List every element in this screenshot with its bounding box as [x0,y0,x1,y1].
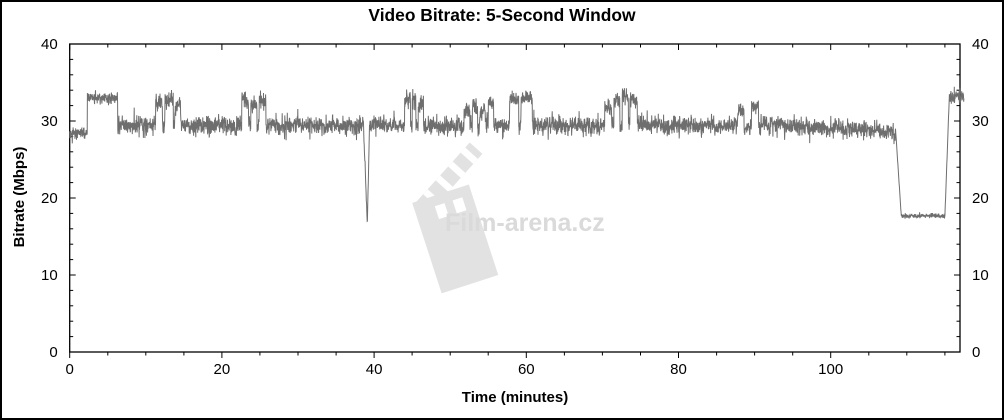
svg-text:80: 80 [670,361,687,378]
svg-text:60: 60 [518,361,535,378]
svg-text:40: 40 [366,361,383,378]
svg-text:20: 20 [972,190,989,207]
svg-text:0: 0 [66,361,74,378]
svg-text:40: 40 [41,36,58,53]
svg-text:Video Bitrate: 5-Second Window: Video Bitrate: 5-Second Window [368,5,636,25]
svg-text:Bitrate (Mbps): Bitrate (Mbps) [11,147,28,248]
svg-text:10: 10 [41,267,58,284]
svg-text:20: 20 [214,361,231,378]
svg-text:0: 0 [972,344,980,361]
svg-text:20: 20 [41,190,58,207]
svg-text:Time (minutes): Time (minutes) [462,389,568,406]
svg-text:10: 10 [972,267,989,284]
svg-text:Film-arena.cz: Film-arena.cz [445,209,605,237]
svg-text:30: 30 [41,113,58,130]
svg-text:0: 0 [49,344,57,361]
svg-text:30: 30 [972,113,989,130]
svg-text:40: 40 [972,36,989,53]
svg-text:100: 100 [818,361,843,378]
